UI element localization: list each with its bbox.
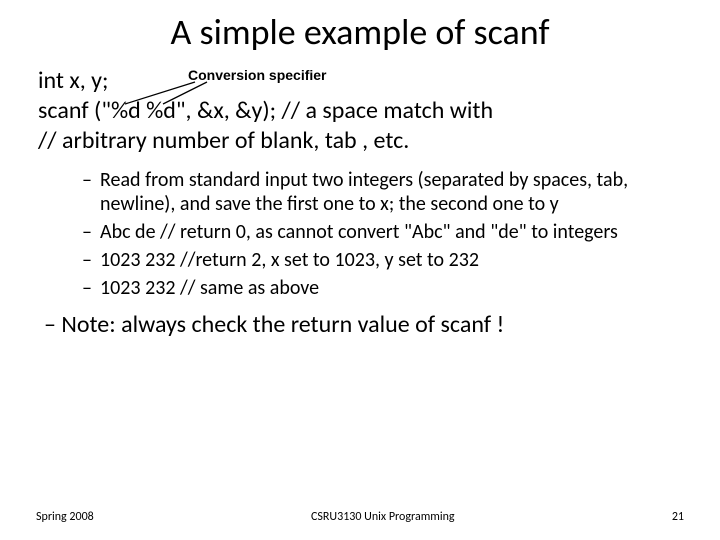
footer: Spring 2008 CSRU3130 Unix Programming 21 bbox=[0, 510, 720, 524]
bullet-item: 1023 232 //return 2, x set to 1023, y se… bbox=[82, 248, 682, 272]
note-line: – Note: always check the return value of… bbox=[44, 310, 682, 339]
bullet-item: Read from standard input two integers (s… bbox=[82, 168, 682, 216]
code-block: int x, y; scanf ("%d %d", &x, &y); // a … bbox=[38, 66, 682, 156]
code-line-3: // arbitrary number of blank, tab , etc. bbox=[38, 126, 682, 156]
bullet-item: 1023 232 // same as above bbox=[82, 276, 682, 300]
code-line-1: int x, y; bbox=[38, 66, 682, 96]
slide-container: A simple example of scanf Conversion spe… bbox=[0, 0, 720, 540]
bullet-list: Read from standard input two integers (s… bbox=[82, 168, 682, 300]
footer-left: Spring 2008 bbox=[36, 510, 94, 524]
code-line-2: scanf ("%d %d", &x, &y); // a space matc… bbox=[38, 96, 682, 126]
bullet-item: Abc de // return 0, as cannot convert "A… bbox=[82, 220, 682, 244]
footer-center: CSRU3130 Unix Programming bbox=[311, 510, 455, 524]
conversion-specifier-label: Conversion specifier bbox=[188, 67, 327, 83]
slide-title: A simple example of scanf bbox=[38, 10, 682, 54]
footer-right: 21 bbox=[672, 510, 684, 524]
